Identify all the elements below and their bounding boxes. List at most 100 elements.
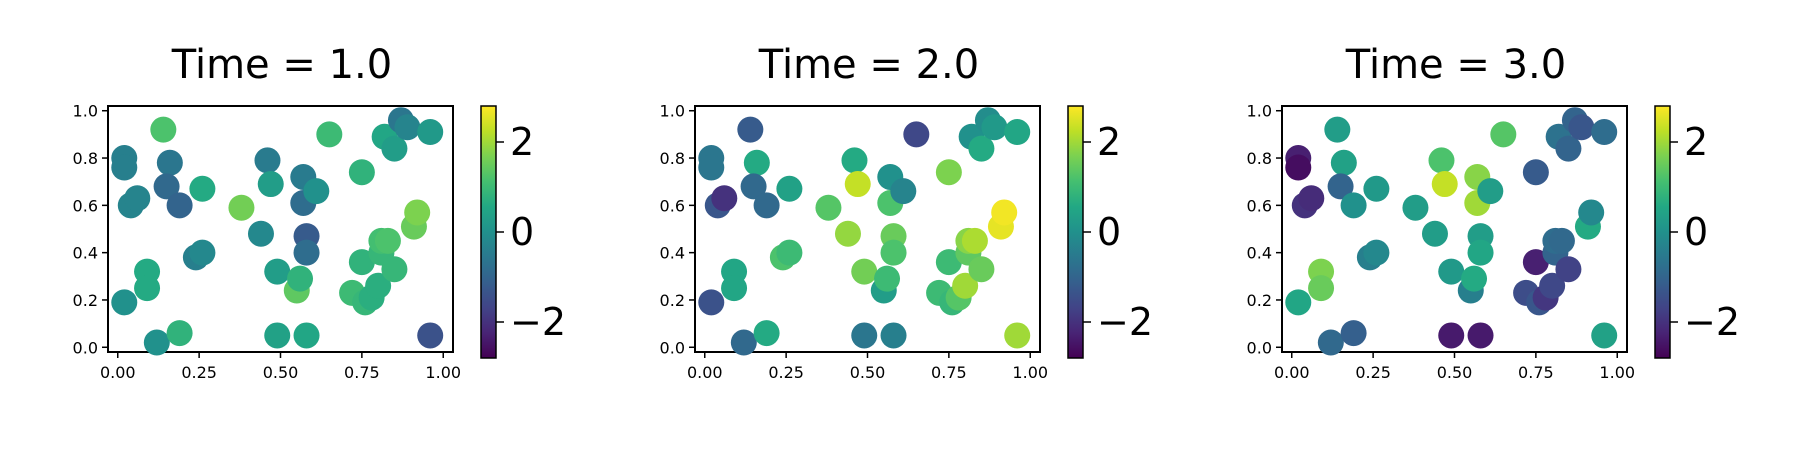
scatter-point [189,175,216,202]
scatter-point [374,227,401,254]
scatter-point [815,194,842,221]
scatter-point [111,154,138,181]
scatter-point [1327,173,1354,200]
scatter-points [698,107,1031,356]
x-tick-label: 0.50 [263,363,299,382]
colorbar-tick-label: −2 [1097,300,1153,344]
y-tick-label: 0.0 [73,338,98,357]
y-tick-label: 0.6 [73,196,98,215]
scatter-point [143,329,170,356]
scatter-point [247,220,274,247]
scatter-point [1490,121,1517,148]
panel-2: Time = 2.0 0.00 0.25 0.50 0.75 1.00 0.0 … [660,42,1153,382]
scatter-point [776,239,803,266]
scatter-point [303,178,330,205]
colorbar-tick-label: 2 [510,120,534,164]
scatter-point [1467,322,1494,349]
x-tick-label: 0.75 [344,363,380,382]
scatter-point [753,320,780,347]
scatter-point [1324,116,1351,143]
scatter-point [753,192,780,219]
scatter-point [851,322,878,349]
x-tick-label: 0.00 [100,363,136,382]
colorbar-tick-labels: −2 0 2 [1097,120,1153,344]
panel-title: Time = 2.0 [758,42,979,88]
scatter-point [1438,258,1465,285]
scatter-point [961,227,988,254]
x-tick-labels: 0.00 0.25 0.50 0.75 1.00 [100,363,461,382]
scatter-point [1568,114,1595,141]
colorbar-tick-label: 0 [1684,210,1708,254]
scatter-point [1555,135,1582,162]
x-tick-label: 1.00 [425,363,461,382]
x-tick-label: 0.25 [181,363,217,382]
scatter-point [1317,329,1344,356]
scatter-point [257,171,284,198]
scatter-point [153,173,180,200]
colorbar [1067,105,1084,359]
scatter-point [737,116,764,143]
scatter-point [134,275,161,302]
scatter-point [1438,322,1465,349]
scatter-point [880,322,907,349]
scatter-point [166,320,193,347]
y-tick-label: 0.8 [1247,149,1272,168]
x-tick-labels: 0.00 0.25 0.50 0.75 1.00 [687,363,1048,382]
colorbar-tick-label: 2 [1684,120,1708,164]
colorbar-tick-label: 0 [1097,210,1121,254]
y-tick-label: 0.6 [660,196,685,215]
scatter-point [404,199,431,226]
panel-1: Time = 1.0 0.00 0.25 0.50 0.75 1.00 0.0 … [73,42,566,382]
scatter-point [264,322,291,349]
y-tick-label: 0.2 [1247,291,1272,310]
y-tick-label: 0.4 [73,244,98,263]
scatter-point [935,159,962,186]
x-tick-label: 1.00 [1012,363,1048,382]
scatter-point [743,149,770,176]
scatter-point [1285,154,1312,181]
scatter-point [287,265,314,292]
x-tick-label: 0.75 [931,363,967,382]
scatter-point [1522,249,1549,276]
scatter-point [1421,220,1448,247]
scatter-point [1340,320,1367,347]
scatter-point [228,194,255,221]
scatter-point [348,249,375,276]
x-tick-labels: 0.00 0.25 0.50 0.75 1.00 [1274,363,1635,382]
y-tick-label: 0.4 [660,244,685,263]
x-tick-label: 0.50 [1437,363,1473,382]
scatter-point [968,256,995,283]
panel-title: Time = 1.0 [171,42,392,88]
scatter-point [1308,275,1335,302]
scatter-point [1548,227,1575,254]
scatter-point [189,239,216,266]
y-tick-label: 0.2 [73,291,98,310]
y-tick-label: 1.0 [660,102,685,121]
scatter-point [730,329,757,356]
colorbar-tick-labels: −2 0 2 [510,120,566,344]
scatter-point [150,116,177,143]
colorbar-tick-label: −2 [510,300,566,344]
scatter-point [1477,178,1504,205]
colorbar [480,105,497,359]
scatter-point [968,135,995,162]
x-tick-label: 1.00 [1599,363,1635,382]
scatter-point [1004,322,1031,349]
scatter-point [1467,239,1494,266]
scatter-point [166,192,193,219]
scatter-point [698,154,725,181]
scatter-point [740,173,767,200]
scatter-point [1402,194,1429,221]
x-tick-label: 0.25 [768,363,804,382]
y-tick-label: 0.0 [1247,338,1272,357]
y-tick-label: 0.0 [660,338,685,357]
scatter-point [316,121,343,148]
scatter-point [417,322,444,349]
scatter-point [1555,256,1582,283]
y-tick-label: 0.2 [660,291,685,310]
scatter-point [365,272,392,299]
y-tick-label: 0.8 [660,149,685,168]
y-tick-labels: 0.0 0.2 0.4 0.6 0.8 1.0 [1247,102,1272,358]
y-tick-label: 0.4 [1247,244,1272,263]
scatter-point [1591,322,1618,349]
